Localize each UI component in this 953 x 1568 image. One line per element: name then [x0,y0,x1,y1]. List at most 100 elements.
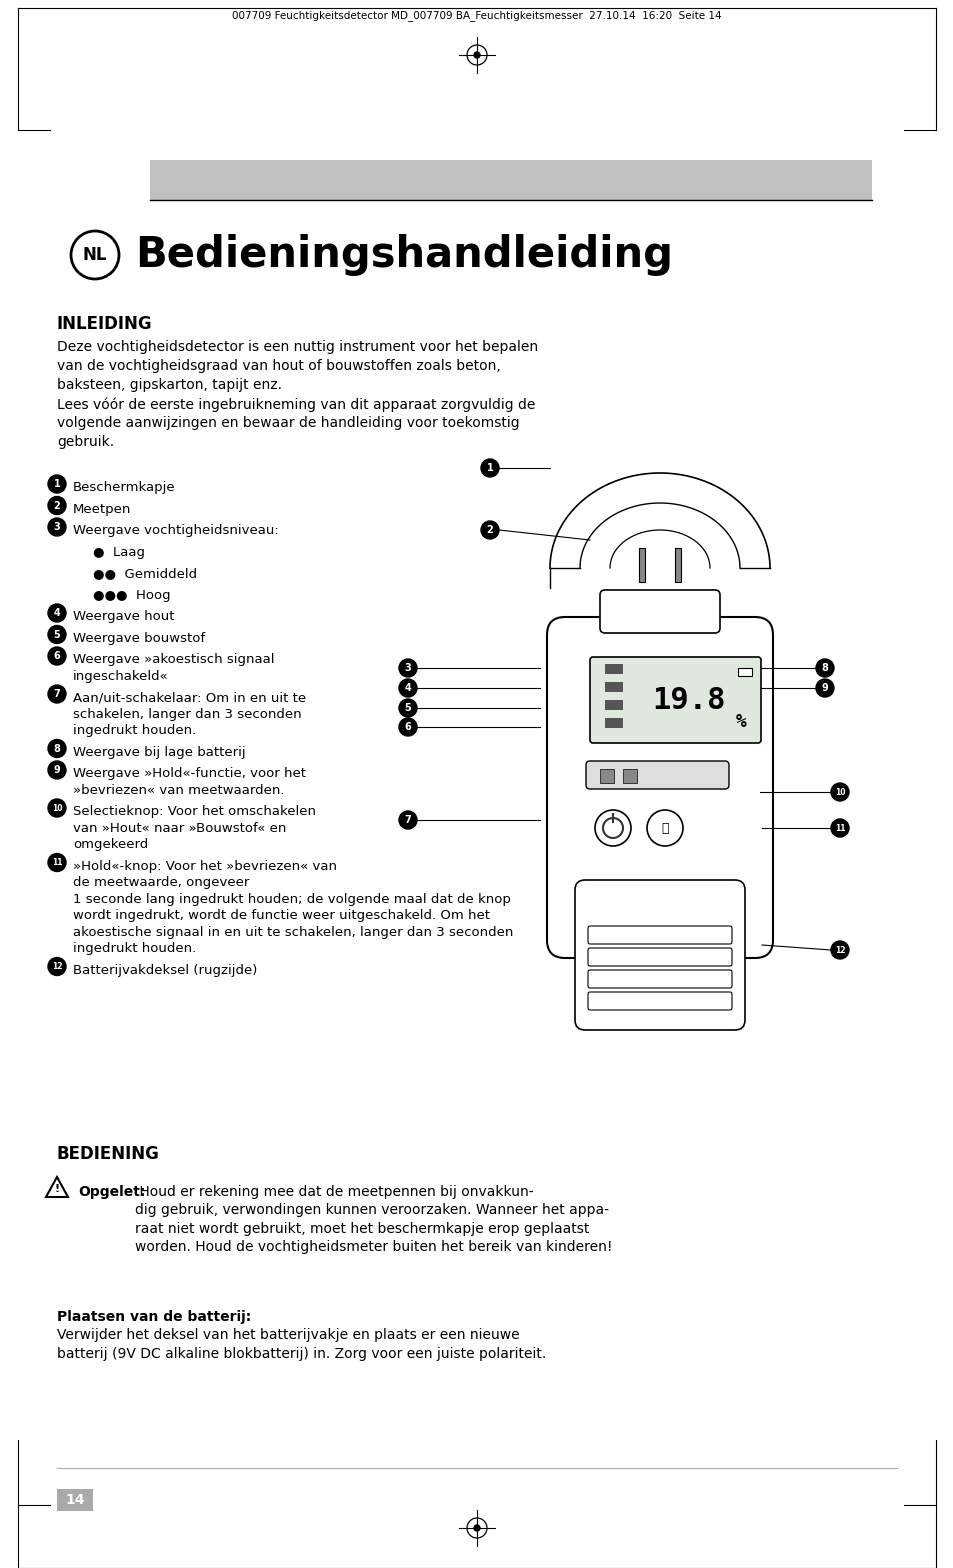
Text: 4: 4 [404,684,411,693]
Bar [150,160,871,201]
Text: 8: 8 [821,663,827,673]
Text: Weergave »akoestisch signaal
ingeschakeld«: Weergave »akoestisch signaal ingeschakel… [73,652,274,682]
Text: NL: NL [83,246,107,263]
Circle shape [48,497,66,514]
Text: !: ! [54,1184,59,1193]
Circle shape [830,782,848,801]
Bar [639,547,644,582]
Text: 3: 3 [53,522,60,532]
Text: Lees vóór de eerste ingebruikneming van dit apparaat zorgvuldig de: Lees vóór de eerste ingebruikneming van … [57,397,535,411]
Circle shape [398,718,416,735]
Text: 9: 9 [53,765,60,775]
Text: Weergave »Hold«-functie, voor het
»bevriezen« van meetwaarden.: Weergave »Hold«-functie, voor het »bevri… [73,767,306,797]
Text: Opgelet:: Opgelet: [78,1185,145,1200]
Bar [604,699,622,710]
Bar [738,668,751,676]
FancyBboxPatch shape [587,971,731,988]
FancyBboxPatch shape [546,616,772,958]
Text: ●●●  Hoog: ●●● Hoog [92,588,171,602]
Text: 6: 6 [53,651,60,662]
Bar [57,1490,92,1512]
Circle shape [646,811,682,847]
Text: Houd er rekening mee dat de meetpennen bij onvakkun-
dig gebruik, verwondingen k: Houd er rekening mee dat de meetpennen b… [135,1185,612,1254]
Text: ●●  Gemiddeld: ●● Gemiddeld [92,568,197,580]
Circle shape [398,811,416,829]
Text: Verwijder het deksel van het batterijvakje en plaats er een nieuwe
batterij (9V : Verwijder het deksel van het batterijvak… [57,1328,546,1361]
Circle shape [48,626,66,643]
Text: 5: 5 [53,629,60,640]
Circle shape [398,659,416,677]
Text: 19.8: 19.8 [651,685,724,715]
Circle shape [595,811,630,847]
Text: 1: 1 [486,463,493,474]
Circle shape [48,800,66,817]
Text: 7: 7 [53,688,60,699]
Text: Weergave bij lage batterij: Weergave bij lage batterij [73,745,245,759]
Circle shape [398,679,416,698]
Circle shape [48,853,66,872]
Text: 10: 10 [834,787,844,797]
FancyBboxPatch shape [575,880,744,1030]
Text: 2: 2 [53,500,60,511]
Text: 5: 5 [404,702,411,713]
Text: Plaatsen van de batterij:: Plaatsen van de batterij: [57,1309,251,1323]
Text: Weergave bouwstof: Weergave bouwstof [73,632,205,644]
Text: Bedieningshandleiding: Bedieningshandleiding [135,234,672,276]
Text: baksteen, gipskarton, tapijt enz.: baksteen, gipskarton, tapijt enz. [57,378,282,392]
Text: %: % [736,713,746,731]
Text: volgende aanwijzingen en bewaar de handleiding voor toekomstig: volgende aanwijzingen en bewaar de handl… [57,416,519,430]
Text: ●  Laag: ● Laag [92,546,145,558]
Text: 007709 Feuchtigkeitsdetector MD_007709 BA_Feuchtigkeitsmesser  27.10.14  16:20  : 007709 Feuchtigkeitsdetector MD_007709 B… [232,9,721,20]
Text: 6: 6 [404,721,411,732]
Text: Batterijvakdeksel (rugzijde): Batterijvakdeksel (rugzijde) [73,963,257,977]
Circle shape [48,604,66,622]
Circle shape [398,699,416,717]
Text: Beschermkapje: Beschermkapje [73,481,175,494]
Text: 10: 10 [51,803,62,812]
Bar [604,663,622,674]
Circle shape [474,1526,479,1530]
Circle shape [48,760,66,779]
Text: 14: 14 [65,1493,85,1507]
Text: Deze vochtigheidsdetector is een nuttig instrument voor het bepalen: Deze vochtigheidsdetector is een nuttig … [57,340,537,354]
Text: 🔑: 🔑 [660,822,668,834]
Bar [604,718,622,728]
Text: Weergave hout: Weergave hout [73,610,174,622]
Text: »Hold«-knop: Voor het »bevriezen« van
de meetwaarde, ongeveer
1 seconde lang ing: »Hold«-knop: Voor het »bevriezen« van de… [73,859,513,955]
Circle shape [815,659,833,677]
Text: Aan/uit-schakelaar: Om in en uit te
schakelen, langer dan 3 seconden
ingedrukt h: Aan/uit-schakelaar: Om in en uit te scha… [73,691,306,737]
Circle shape [480,459,498,477]
Text: 7: 7 [404,815,411,825]
FancyBboxPatch shape [599,590,720,633]
FancyBboxPatch shape [585,760,728,789]
Text: 8: 8 [53,743,60,754]
Circle shape [830,941,848,960]
Text: 3: 3 [404,663,411,673]
Circle shape [474,52,479,58]
Text: 11: 11 [834,823,844,833]
Text: 12: 12 [51,963,62,971]
Text: 4: 4 [53,608,60,618]
Bar [599,768,614,782]
Circle shape [830,818,848,837]
Text: 11: 11 [51,858,62,867]
Text: 12: 12 [834,946,844,955]
FancyBboxPatch shape [587,993,731,1010]
Text: Weergave vochtigheidsniveau:: Weergave vochtigheidsniveau: [73,524,278,536]
Text: gebruik.: gebruik. [57,434,114,448]
Text: van de vochtigheidsgraad van hout of bouwstoffen zoals beton,: van de vochtigheidsgraad van hout of bou… [57,359,500,373]
Text: Meetpen: Meetpen [73,502,132,516]
Text: BEDIENING: BEDIENING [57,1145,160,1163]
FancyBboxPatch shape [587,949,731,966]
Bar [622,768,637,782]
Circle shape [48,740,66,757]
Circle shape [48,685,66,702]
Circle shape [480,521,498,539]
Circle shape [48,648,66,665]
Circle shape [48,517,66,536]
Bar [675,547,680,582]
Text: 1: 1 [53,478,60,489]
Circle shape [815,679,833,698]
Bar [604,682,622,691]
Text: 9: 9 [821,684,827,693]
